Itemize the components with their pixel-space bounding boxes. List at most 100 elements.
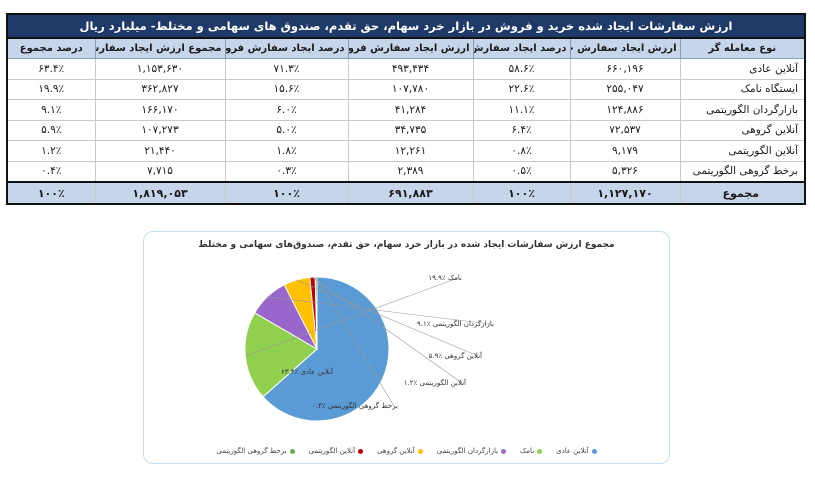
legend-label: بازارگردان الگوریتمی xyxy=(436,447,499,455)
cell-sell-value: ۴۱,۲۸۴ xyxy=(347,99,474,121)
cell-buy-value: ۱۲۴,۸۸۶ xyxy=(569,99,681,121)
legend-item: آنلاین الگوریتمی xyxy=(308,447,364,455)
legend-label: برخط گروهی الگوریتمی xyxy=(216,447,287,455)
table-row: آنلاین عادی ۶۶۰,۱۹۶ ۵۸.۶٪ ۴۹۳,۴۳۴ ۷۱.۳٪ ۱,۱۵۳… xyxy=(6,58,806,80)
legend-marker xyxy=(501,448,507,454)
slice-label: بازارگردان الگوریتمی ٪۹.۱ xyxy=(417,319,494,328)
cell-total-value: ۳۶۲,۸۲۷ xyxy=(94,78,226,100)
cell-sell-percent: ۱.۸٪ xyxy=(224,140,349,162)
cell-buy-value: ۲۵۵,۰۴۷ xyxy=(569,78,681,100)
cell-sell-value: ۱۲,۲۶۱ xyxy=(347,140,474,162)
cell-sell-percent: ۶.۰٪ xyxy=(224,99,349,121)
col-header-total-value: مجموع ارزش ایجاد سفارش xyxy=(94,37,226,59)
legend-marker xyxy=(537,448,543,454)
slice-label: آنلاین گروهی ٪۵.۹ xyxy=(429,351,483,360)
slice-label: آنلاین عادی ٪۶۳.۴ xyxy=(281,367,334,376)
cell-buy-percent: ۶.۴٪ xyxy=(472,119,571,141)
total-cell-sell-value: ۶۹۱,۸۸۳ xyxy=(347,181,474,205)
total-cell-sell-percent: ۱۰۰٪ xyxy=(224,181,349,205)
cell-total-percent: ۱۹.۹٪ xyxy=(6,78,96,100)
total-cell-buy-percent: ۱۰۰٪ xyxy=(472,181,571,205)
cell-trader-type: آنلاین گروهی xyxy=(679,119,806,141)
leader-line xyxy=(267,296,491,325)
cell-buy-value: ۵,۳۲۶ xyxy=(569,160,681,183)
table-body: آنلاین عادی ۶۶۰,۱۹۶ ۵۸.۶٪ ۴۹۳,۴۳۴ ۷۱.۳٪ ۱,۱۵۳… xyxy=(6,58,806,205)
table-row: آنلاین گروهی ۷۲,۵۳۷ ۶.۴٪ ۳۴,۷۳۵ ۵.۰٪ ۱۰۷,۲۷۳ ۵… xyxy=(6,119,806,141)
cell-sell-percent: ۵.۰٪ xyxy=(224,119,349,141)
slice-label: آنلاین الگوریتمی ٪۱.۲ xyxy=(404,378,467,387)
table-total-row: مجموع ۱,۱۲۷,۱۷۰ ۱۰۰٪ ۶۹۱,۸۸۳ ۱۰۰٪ ۱,۸۱۹,۰۵۳ ۱۰… xyxy=(6,181,806,205)
legend-item: آنلاین عادی xyxy=(556,447,597,455)
leader-line xyxy=(296,279,479,357)
order-value-table: ارزش سفارشات ایجاد شده خرید و فروش در با… xyxy=(6,13,806,205)
legend-label: آنلاین عادی xyxy=(556,447,589,455)
pie-chart: آنلاین عادی ٪۶۳.۴ نامک ٪۱۹.۹ بازارگردان ال… xyxy=(244,274,494,422)
cell-sell-value: ۱۰۷,۷۸۰ xyxy=(347,78,474,100)
cell-total-value: ۲۱,۴۴۰ xyxy=(94,140,226,162)
table-header-row: نوع معامله گر ارزش ایجاد سفارش خرید درصد… xyxy=(6,37,806,59)
cell-sell-value: ۳۴,۷۳۵ xyxy=(347,119,474,141)
slice-label: نامک ٪۱۹.۹ xyxy=(428,274,462,282)
legend-label: نامک xyxy=(520,447,535,455)
cell-sell-percent: ۱۵.۶٪ xyxy=(224,78,349,100)
cell-total-value: ۱۰۷,۲۷۳ xyxy=(94,119,226,141)
pie-chart-box: مجموع ارزش سفارشات ایجاد شده در بازار خر… xyxy=(143,231,670,464)
total-cell-total-value: ۱,۸۱۹,۰۵۳ xyxy=(94,181,226,205)
col-header-buy-percent: درصد ایجاد سفارش خرید xyxy=(472,37,571,59)
slice-label: برخط گروهی الگوریتمی ٪۰.۴ xyxy=(312,401,398,410)
legend-item: بازارگردان الگوریتمی xyxy=(436,447,507,455)
col-header-sell-value: ارزش ایجاد سفارش فروش xyxy=(347,37,474,59)
cell-buy-percent: ۰.۸٪ xyxy=(472,140,571,162)
cell-total-value: ۷,۷۱۵ xyxy=(94,160,226,183)
table-row: ایستگاه نامک ۲۵۵,۰۴۷ ۲۲.۶٪ ۱۰۷,۷۸۰ ۱۵.۶٪ ۳۶۲,… xyxy=(6,78,806,100)
leader-line xyxy=(312,276,463,384)
legend-item: برخط گروهی الگوریتمی xyxy=(216,447,295,455)
cell-total-value: ۱,۱۵۳,۶۳۰ xyxy=(94,58,226,80)
cell-trader-type: آنلاین عادی xyxy=(679,58,806,80)
cell-buy-percent: ۰.۵٪ xyxy=(472,160,571,183)
leader-line xyxy=(315,276,395,407)
legend-marker xyxy=(358,448,364,454)
pie-slice xyxy=(262,276,390,422)
cell-buy-percent: ۱۱.۱٪ xyxy=(472,99,571,121)
col-header-buy-value: ارزش ایجاد سفارش خرید xyxy=(569,37,681,59)
order-value-table-container: ارزش سفارشات ایجاد شده خرید و فروش در با… xyxy=(6,13,806,205)
table-row: بازارگردان الگوریتمی ۱۲۴,۸۸۶ ۱۱.۱٪ ۴۱,۲۸۴ ۶.… xyxy=(6,99,806,121)
table-title: ارزش سفارشات ایجاد شده خرید و فروش در با… xyxy=(6,13,806,37)
total-cell-trader-type: مجموع xyxy=(679,181,806,205)
cell-buy-percent: ۲۲.۶٪ xyxy=(472,78,571,100)
legend-marker xyxy=(289,448,295,454)
chart-legend: آنلاین عادی نامک بازارگردان الگوریتمی آنلای… xyxy=(144,447,669,455)
cell-trader-type: بازارگردان الگوریتمی xyxy=(679,99,806,121)
cell-trader-type: ایستگاه نامک xyxy=(679,78,806,100)
cell-total-percent: ۱.۲٪ xyxy=(6,140,96,162)
cell-buy-value: ۹,۱۷۹ xyxy=(569,140,681,162)
table-row: برخط گروهی الگوریتمی ۵,۳۲۶ ۰.۵٪ ۲,۳۸۹ ۰.۳٪ ۷,… xyxy=(6,160,806,183)
cell-total-percent: ۹.۱٪ xyxy=(6,99,96,121)
cell-buy-value: ۶۶۰,۱۹۶ xyxy=(569,58,681,80)
legend-marker xyxy=(591,448,597,454)
legend-marker xyxy=(417,448,423,454)
cell-total-percent: ۰.۴٪ xyxy=(6,160,96,183)
total-cell-buy-value: ۱,۱۲۷,۱۷۰ xyxy=(569,181,681,205)
cell-sell-value: ۴۹۳,۴۳۴ xyxy=(347,58,474,80)
cell-total-percent: ۵.۹٪ xyxy=(6,119,96,141)
legend-item: نامک xyxy=(520,447,543,455)
col-header-trader-type: نوع معامله گر xyxy=(679,37,806,59)
cell-total-percent: ۶۳.۴٪ xyxy=(6,58,96,80)
cell-trader-type: برخط گروهی الگوریتمی xyxy=(679,160,806,183)
col-header-total-percent: درصد مجموع xyxy=(6,37,96,59)
legend-label: آنلاین گروهی xyxy=(377,447,415,455)
cell-buy-value: ۷۲,۵۳۷ xyxy=(569,119,681,141)
col-header-sell-percent: درصد ایجاد سفارش فروش xyxy=(224,37,349,59)
cell-trader-type: آنلاین الگوریتمی xyxy=(679,140,806,162)
legend-item: آنلاین گروهی xyxy=(377,447,423,455)
cell-sell-percent: ۷۱.۳٪ xyxy=(224,58,349,80)
legend-label: آنلاین الگوریتمی xyxy=(308,447,356,455)
leader-line xyxy=(245,277,459,357)
cell-total-value: ۱۶۶,۱۷۰ xyxy=(94,99,226,121)
cell-sell-percent: ۰.۳٪ xyxy=(224,160,349,183)
total-cell-total-percent: ۱۰۰٪ xyxy=(6,181,96,205)
chart-title: مجموع ارزش سفارشات ایجاد شده در بازار خر… xyxy=(198,240,615,250)
cell-buy-percent: ۵۸.۶٪ xyxy=(472,58,571,80)
